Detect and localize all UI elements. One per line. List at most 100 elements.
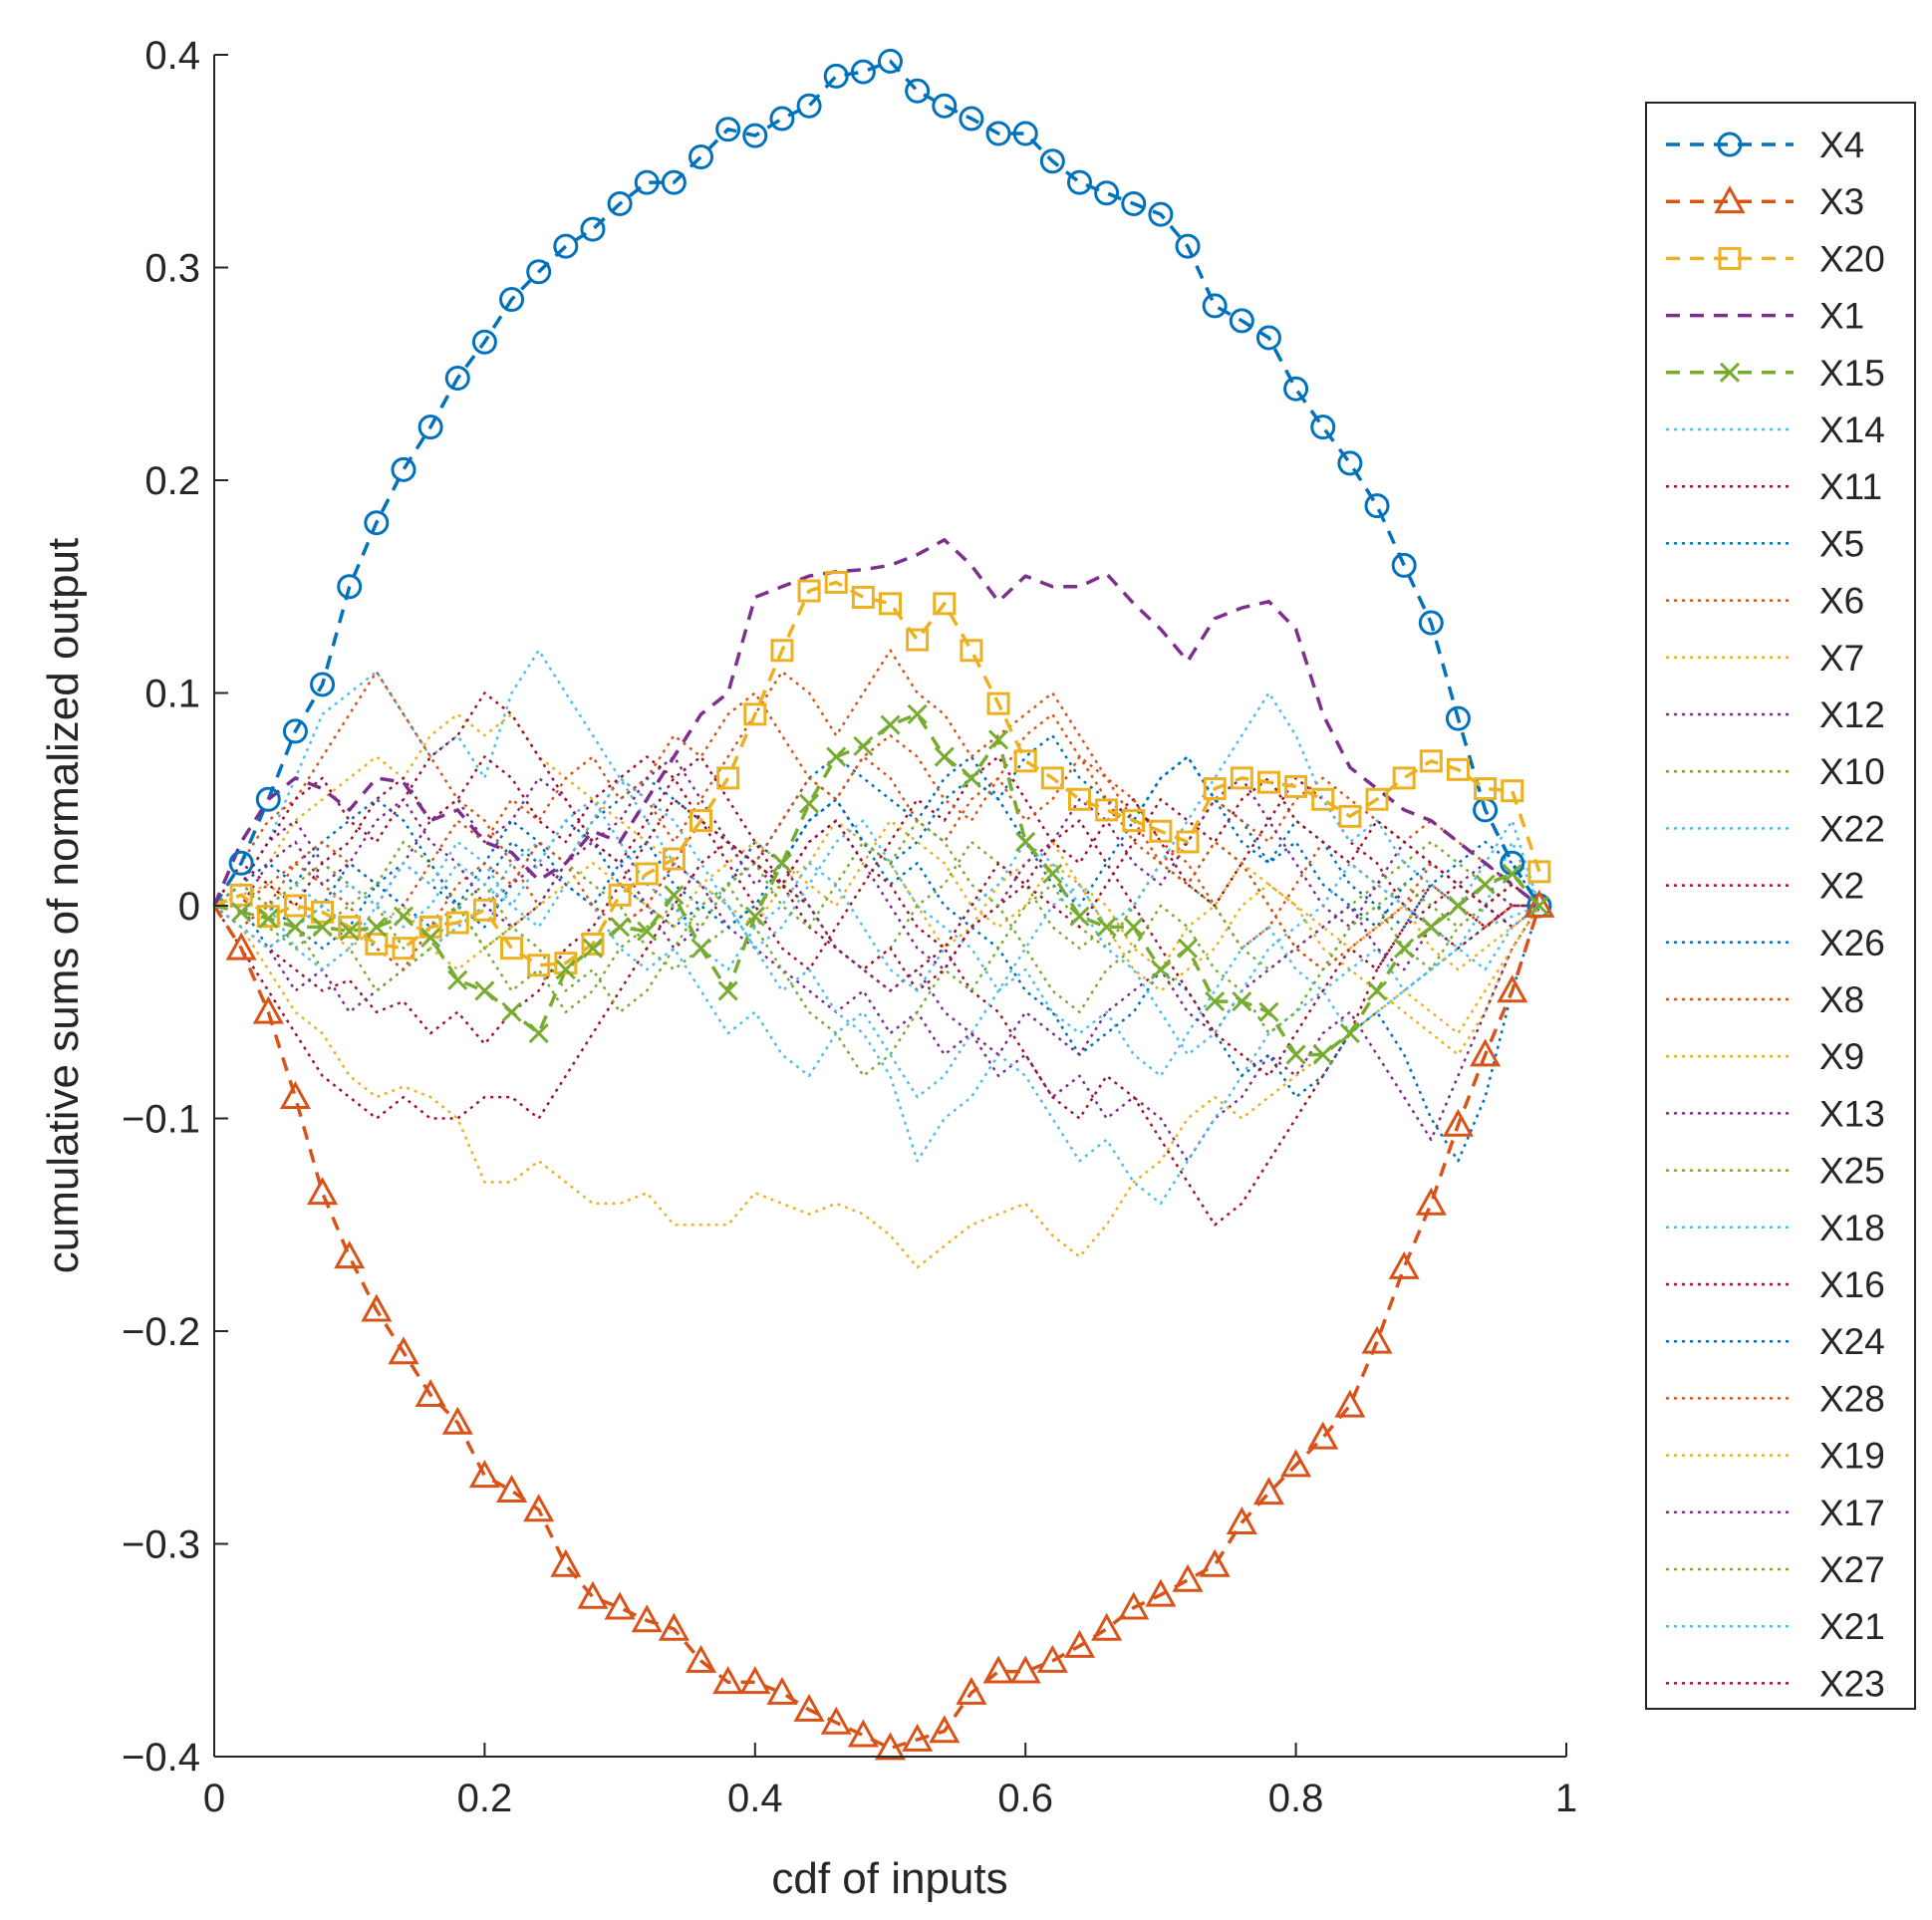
data-point-x3	[1226, 1507, 1257, 1535]
data-point-x20	[445, 911, 469, 935]
marker-stroke	[1232, 991, 1252, 1012]
data-point-x3	[1036, 1644, 1068, 1673]
data-point-x3	[874, 1732, 907, 1761]
marker-stroke	[664, 885, 685, 906]
legend-label: X20	[1819, 238, 1885, 279]
data-point-x3	[414, 1378, 446, 1407]
data-point-x15	[1528, 895, 1549, 917]
data-point-x4	[228, 850, 254, 876]
data-point-x20	[229, 883, 253, 907]
legend-item-x8: X8	[1666, 979, 1864, 1020]
marker-stroke	[1042, 863, 1063, 885]
legend-label: X23	[1819, 1663, 1885, 1704]
data-point-x15	[987, 729, 1009, 750]
legend-item-x26: X26	[1666, 923, 1885, 963]
marker-stroke	[312, 917, 333, 938]
data-point-x3	[766, 1676, 798, 1705]
data-point-x3	[441, 1406, 473, 1435]
data-point-x4	[580, 216, 606, 242]
legend-label: X21	[1819, 1606, 1885, 1647]
data-point-x3	[956, 1676, 987, 1705]
data-point-x3	[1009, 1655, 1041, 1684]
legend-item-x9: X9	[1666, 1036, 1864, 1077]
data-point-x3	[1063, 1629, 1096, 1658]
data-point-x15	[771, 853, 793, 874]
data-point-x4	[1418, 610, 1444, 636]
y-tick-label: 0.2	[144, 459, 200, 503]
marker-stroke	[258, 908, 279, 929]
data-point-x15	[690, 938, 711, 959]
data-point-x4	[715, 117, 741, 142]
data-point-x20	[1365, 787, 1389, 811]
y-tick-label: 0.4	[144, 34, 200, 78]
data-point-x15	[826, 746, 847, 767]
legend-label: X25	[1819, 1151, 1885, 1192]
data-point-x4	[337, 574, 363, 600]
data-point-x3	[361, 1293, 393, 1322]
legend-label: X19	[1819, 1436, 1885, 1477]
data-point-x20	[581, 932, 605, 956]
data-point-x4	[878, 48, 903, 74]
legend: X4 X3 X20 X1 X15 X14 X11 X5 X6 X7 X12 X10 X22 X2 X26 X8…	[1645, 102, 1916, 1710]
data-point-x3	[1334, 1389, 1366, 1418]
x-tick-label: 0.4	[727, 1777, 783, 1820]
data-point-x4	[1255, 325, 1281, 351]
series-line-x5	[213, 755, 1540, 950]
data-point-x4	[1229, 308, 1254, 334]
marker-stroke	[555, 959, 576, 980]
marker-stroke	[501, 1001, 522, 1022]
data-point-x20	[960, 639, 983, 663]
data-point-x3	[902, 1723, 934, 1752]
data-point-x20	[392, 937, 415, 960]
legend-marker	[1714, 185, 1746, 214]
legend-label: X6	[1819, 581, 1864, 622]
data-point-x3	[1118, 1591, 1150, 1620]
data-point-x3	[334, 1240, 366, 1269]
data-point-x20	[1527, 860, 1551, 884]
data-point-x15	[1502, 863, 1522, 885]
data-point-x20	[635, 862, 659, 886]
data-point-x20	[527, 954, 551, 977]
data-point-x3	[793, 1693, 825, 1722]
data-point-x15	[1096, 917, 1117, 938]
data-point-x3	[1388, 1250, 1420, 1279]
legend-label: X8	[1819, 979, 1864, 1020]
marker-stroke	[366, 917, 387, 938]
y-axis-label: cumulative sums of normalized output	[39, 538, 88, 1274]
marker-stroke	[610, 917, 631, 938]
data-point-x20	[1013, 749, 1037, 773]
data-point-x4	[1012, 121, 1038, 146]
series-line-x27	[213, 819, 1540, 1035]
data-point-x3	[1172, 1563, 1204, 1592]
data-point-x3	[739, 1666, 771, 1695]
data-point-x3	[1091, 1612, 1123, 1641]
data-point-x20	[365, 932, 389, 956]
marker-stroke	[447, 969, 468, 990]
data-point-x15	[447, 969, 468, 990]
data-point-x4	[1066, 169, 1092, 195]
data-point-x3	[225, 932, 257, 960]
data-point-x15	[420, 927, 441, 949]
data-point-x4	[310, 672, 336, 697]
marker-stroke	[1475, 874, 1496, 895]
data-point-x15	[1258, 1001, 1279, 1022]
data-point-x4	[823, 63, 849, 89]
data-point-x3	[658, 1612, 690, 1641]
data-point-x15	[1421, 917, 1442, 938]
legend-item-x16: X16	[1666, 1264, 1885, 1305]
data-point-x20	[608, 883, 632, 907]
data-point-x3	[982, 1655, 1014, 1684]
data-point-x3	[1280, 1449, 1312, 1478]
legend-marker	[1718, 246, 1742, 270]
marker-stroke	[1177, 938, 1199, 959]
data-point-x15	[1205, 991, 1226, 1012]
data-point-x15	[366, 917, 387, 938]
data-point-x4	[1202, 293, 1228, 319]
data-point-x3	[1361, 1325, 1393, 1354]
y-tick-label: −0.1	[122, 1098, 200, 1142]
data-point-x4	[1039, 148, 1065, 174]
data-point-x4	[391, 456, 416, 482]
data-point-x20	[690, 809, 713, 833]
series-line-x17	[214, 755, 1539, 1056]
y-ticks: −0.4 −0.3 −0.2 −0.1 0 0.1 0.2 0.3 0.4	[122, 34, 228, 1780]
